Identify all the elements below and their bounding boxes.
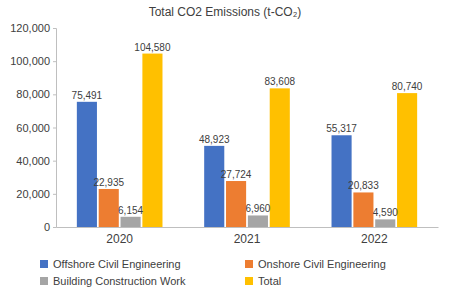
bar <box>397 93 417 227</box>
y-tick-label: 60,000 <box>16 122 50 134</box>
y-tick: 0 <box>44 221 56 233</box>
bar <box>270 88 290 227</box>
y-tick-mark <box>53 161 56 162</box>
bar <box>121 217 141 227</box>
bar <box>248 215 268 227</box>
y-tick: 120,000 <box>10 22 56 34</box>
x-tick-label: 2021 <box>234 232 261 246</box>
x-tick: 2020 <box>106 227 133 246</box>
y-tick-label: 0 <box>44 221 50 233</box>
legend-swatch <box>245 260 253 268</box>
bar <box>99 189 119 227</box>
legend-swatch <box>40 277 48 285</box>
data-label: 48,923 <box>199 134 230 145</box>
data-label: 6,960 <box>245 203 270 214</box>
plot: 0 20,000 40,000 60,000 80,000 100,000 120,000 2… <box>10 22 438 246</box>
y-axis: 0 20,000 40,000 60,000 80,000 100,000 120,000 <box>10 22 56 233</box>
y-tick: 20,000 <box>16 188 56 200</box>
x-axis: 2020 2021 2022 <box>57 227 439 246</box>
y-tick-mark <box>53 194 56 195</box>
y-tick-label: 40,000 <box>16 155 50 167</box>
y-tick-mark <box>53 61 56 62</box>
x-tick-label: 2020 <box>106 232 133 246</box>
y-tick-mark <box>53 227 56 228</box>
data-label: 20,833 <box>348 180 379 191</box>
bar <box>375 219 395 227</box>
legend-label: Building Construction Work <box>53 275 186 287</box>
legend-swatch <box>40 260 48 268</box>
legend-label: Onshore Civil Engineering <box>258 258 386 270</box>
y-tick: 80,000 <box>16 88 56 100</box>
x-axis-line <box>57 227 439 228</box>
legend-item: Onshore Civil Engineering <box>245 258 386 270</box>
legend-label: Offshore Civil Engineering <box>53 258 181 270</box>
y-tick: 40,000 <box>16 155 56 167</box>
bar <box>204 146 224 227</box>
data-label: 22,935 <box>93 177 124 188</box>
x-tick: 2022 <box>361 227 388 246</box>
x-tick-label: 2022 <box>361 232 388 246</box>
legend-item: Offshore Civil Engineering <box>40 258 181 270</box>
y-axis-line <box>53 29 57 228</box>
y-tick-label: 120,000 <box>10 22 50 34</box>
chart: Total CO2 Emissions (t-CO₂) 0 20,000 40,000… <box>0 0 450 305</box>
legend-label: Total <box>258 275 281 287</box>
y-tick-label: 20,000 <box>16 188 50 200</box>
bar <box>142 54 162 227</box>
y-tick: 60,000 <box>16 122 56 134</box>
legend-swatch <box>245 277 253 285</box>
y-tick: 100,000 <box>10 55 56 67</box>
legend-item: Total <box>245 275 281 287</box>
x-tick: 2021 <box>234 227 261 246</box>
y-tick-mark <box>53 94 56 95</box>
bar <box>77 102 97 227</box>
data-label: 104,580 <box>134 42 171 53</box>
y-tick-label: 100,000 <box>10 55 50 67</box>
data-label: 4,590 <box>373 207 398 218</box>
data-label: 6,154 <box>118 205 143 216</box>
title: Total CO2 Emissions (t-CO₂) <box>149 5 302 19</box>
legend-item: Building Construction Work <box>40 275 186 287</box>
data-label: 27,724 <box>221 169 252 180</box>
data-label: 75,491 <box>72 90 103 101</box>
data-labels: 75,491 48,923 55,317 22,935 27,724 20,833 6,15… <box>72 42 423 219</box>
data-label: 55,317 <box>326 123 357 134</box>
bar <box>226 181 246 227</box>
y-tick-mark <box>53 128 56 129</box>
y-tick-mark <box>53 28 56 29</box>
bar <box>353 192 373 227</box>
data-label: 83,608 <box>264 76 295 87</box>
bars <box>77 54 417 227</box>
y-tick-label: 80,000 <box>16 88 50 100</box>
legend: Offshore Civil Engineering Onshore Civil … <box>40 258 386 287</box>
data-label: 80,740 <box>392 81 423 92</box>
